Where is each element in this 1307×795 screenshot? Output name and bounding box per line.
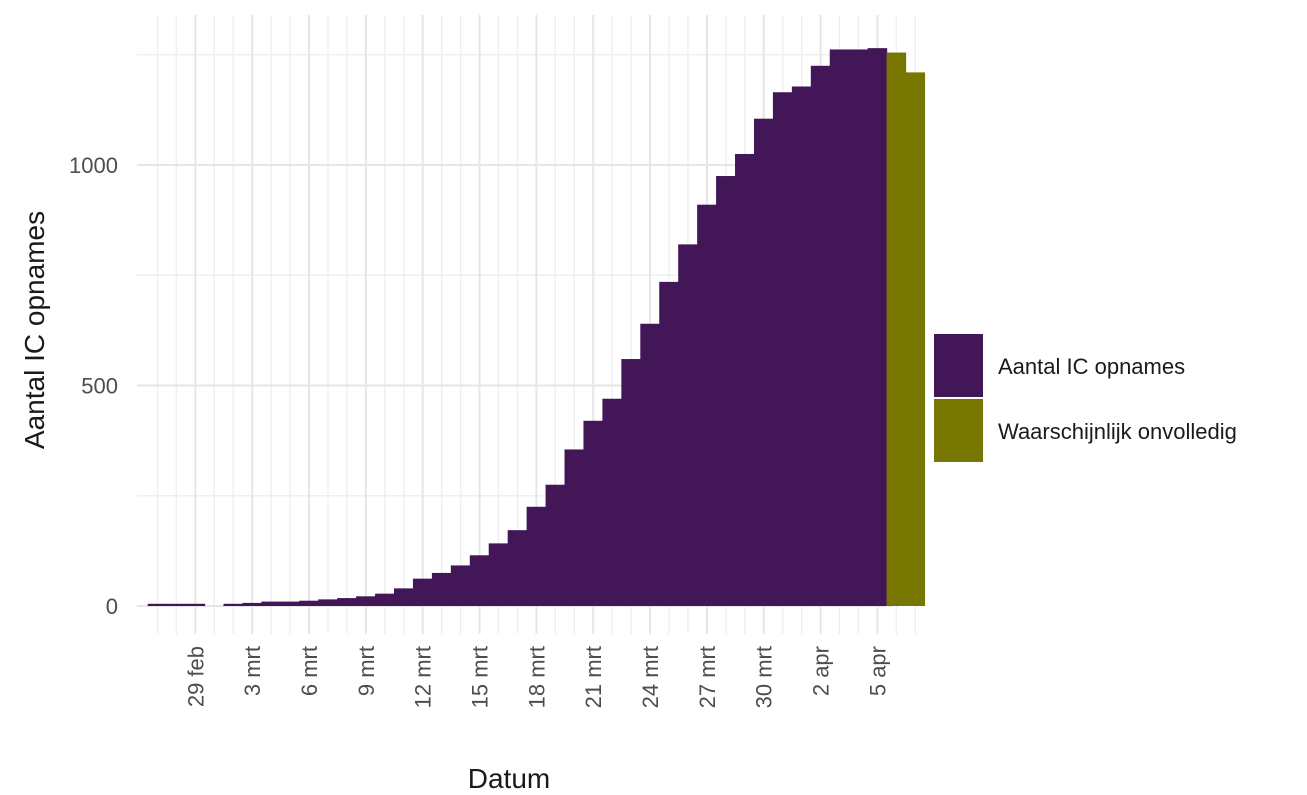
x-tick-label: 9 mrt — [354, 646, 379, 696]
bar — [412, 578, 433, 606]
y-tick-label: 500 — [81, 374, 118, 399]
x-tick-label: 12 mrt — [411, 646, 436, 708]
legend-label: Waarschijnlijk onvolledig — [998, 419, 1237, 444]
bar — [393, 588, 414, 606]
y-axis-title: Aantal IC opnames — [19, 211, 50, 449]
bar — [867, 48, 888, 606]
y-axis-ticks: 0 500 1000 — [69, 153, 118, 619]
bar — [526, 506, 547, 606]
x-axis-ticks: 29 feb 3 mrt 6 mrt 9 mrt 12 mrt 15 mrt 18 mrt 2… — [183, 646, 890, 708]
x-tick-label: 3 mrt — [240, 646, 265, 696]
bar — [337, 598, 357, 606]
bar — [450, 565, 471, 606]
x-axis-title: Datum — [468, 763, 550, 794]
x-tick-label: 24 mrt — [638, 646, 663, 708]
bars — [147, 48, 926, 607]
bar — [185, 603, 206, 606]
bar — [810, 65, 831, 606]
bar — [564, 449, 585, 606]
bar — [545, 484, 566, 606]
bar — [621, 359, 641, 606]
y-tick-label: 1000 — [69, 153, 118, 178]
bar — [356, 596, 376, 606]
bar — [242, 602, 262, 606]
bar — [507, 530, 528, 606]
bar — [261, 601, 281, 606]
x-tick-label: 21 mrt — [581, 646, 606, 708]
bar — [753, 118, 774, 606]
x-tick-label: 5 apr — [865, 646, 890, 696]
bar — [848, 49, 869, 606]
bar — [299, 600, 319, 606]
bar — [735, 153, 755, 606]
bar — [640, 323, 660, 606]
bar — [583, 420, 604, 606]
bar — [375, 593, 395, 606]
legend: Aantal IC opnames Waarschijnlijk onvolled… — [934, 334, 1237, 462]
bar-incomplete — [886, 52, 907, 607]
y-tick-label: 0 — [106, 594, 118, 619]
bar — [659, 281, 679, 606]
x-tick-label: 29 feb — [183, 646, 208, 707]
bar — [697, 204, 717, 606]
x-tick-label: 27 mrt — [695, 646, 720, 708]
x-tick-label: 2 apr — [809, 646, 834, 696]
bar-incomplete — [905, 72, 926, 606]
bar — [147, 603, 168, 606]
bar — [716, 176, 736, 606]
bar — [431, 572, 452, 606]
bar — [166, 603, 187, 606]
x-tick-label: 15 mrt — [468, 646, 493, 708]
bar — [678, 244, 698, 606]
bar — [280, 601, 300, 606]
bar — [488, 543, 509, 606]
bar — [469, 555, 490, 606]
legend-swatch — [934, 334, 983, 397]
bar — [602, 398, 622, 606]
legend-swatch — [934, 399, 983, 462]
bar — [223, 603, 244, 606]
bar — [318, 599, 338, 606]
x-tick-label: 30 mrt — [752, 646, 777, 708]
legend-label: Aantal IC opnames — [998, 354, 1185, 379]
x-tick-label: 6 mrt — [297, 646, 322, 696]
bar — [791, 86, 812, 606]
x-tick-label: 18 mrt — [524, 646, 549, 708]
bar — [829, 49, 850, 606]
bar — [772, 92, 793, 607]
